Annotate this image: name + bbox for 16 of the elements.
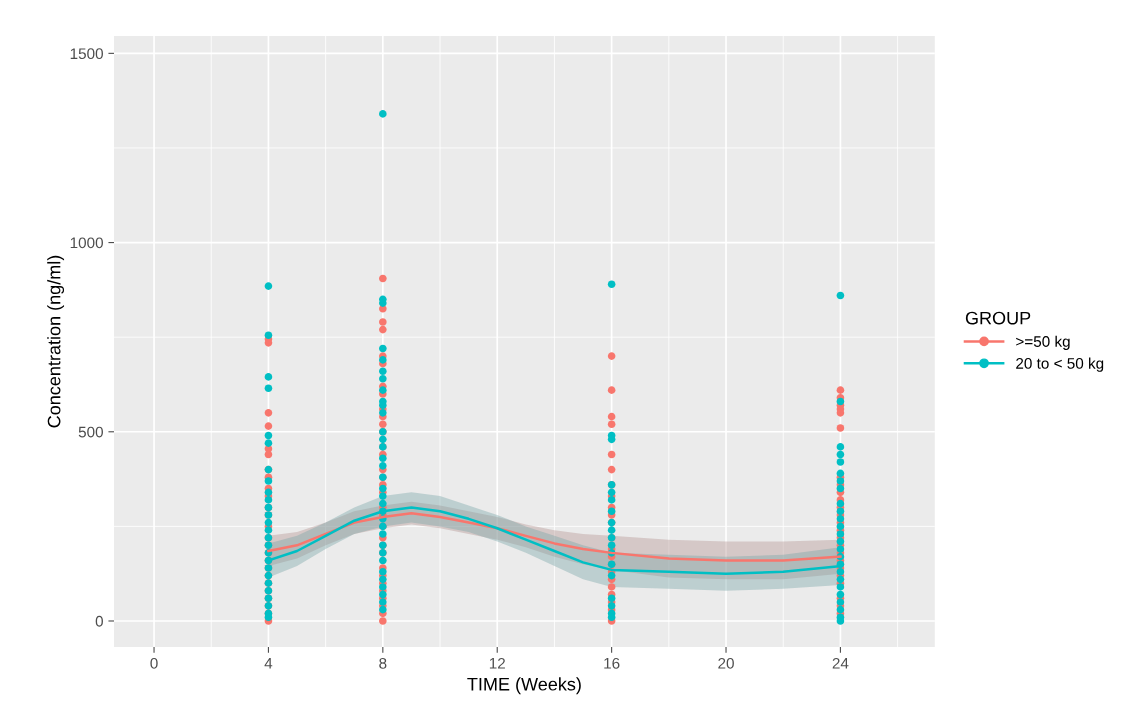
y-axis-title: Concentration (ng/ml) bbox=[47, 255, 65, 428]
y-tick-label: 1500 bbox=[70, 48, 103, 60]
x-tick-label: 20 bbox=[718, 657, 734, 669]
x-tick-label: 12 bbox=[489, 657, 505, 669]
legend-title: GROUP bbox=[965, 311, 1031, 325]
legend-label: 20 to < 50 kg bbox=[1016, 357, 1104, 372]
x-axis-title: TIME (Weeks) bbox=[467, 677, 581, 695]
y-tick-label: 500 bbox=[78, 426, 103, 438]
y-tick-label: 0 bbox=[95, 615, 103, 627]
x-tick-label: 16 bbox=[604, 657, 620, 669]
x-tick-label: 0 bbox=[150, 657, 158, 669]
legend-label: >=50 kg bbox=[1016, 335, 1070, 350]
x-tick-label: 24 bbox=[832, 657, 849, 669]
x-tick-label: 8 bbox=[379, 657, 387, 669]
y-tick-label: 1000 bbox=[70, 237, 103, 249]
x-tick-label: 4 bbox=[264, 658, 273, 669]
